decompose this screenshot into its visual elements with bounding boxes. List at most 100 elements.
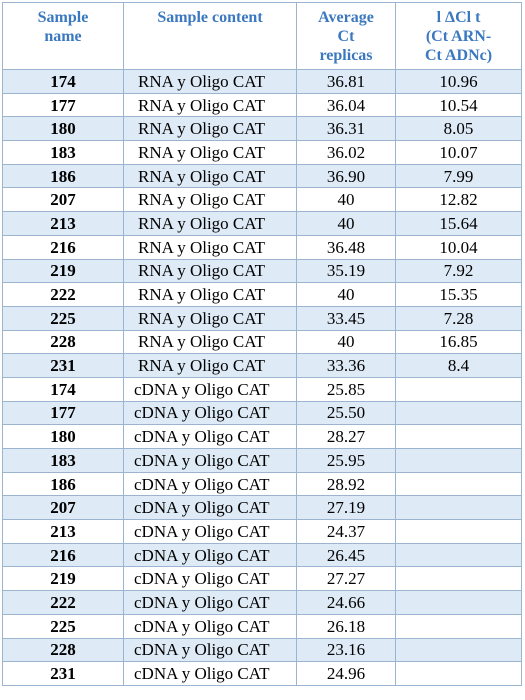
- header-delta-ct-line-3: Ct ADNc): [424, 47, 493, 64]
- table-row: 216 cDNA y Oligo CAT 26.45: [2, 542, 522, 568]
- average-ct-cell: 36.48: [296, 234, 396, 260]
- delta-ct-cell: 10.54: [395, 92, 522, 118]
- average-ct-cell: 33.45: [296, 305, 396, 331]
- sample-content-cell: RNA y Oligo CAT: [123, 140, 297, 165]
- average-ct-cell: 26.45: [296, 542, 396, 568]
- sample-name-cell: 207: [2, 187, 124, 213]
- sample-content-cell: RNA y Oligo CAT: [123, 92, 297, 118]
- sample-name-cell: 186: [2, 163, 124, 189]
- sample-name-cell: 183: [2, 448, 124, 473]
- sample-content-cell: cDNA y Oligo CAT: [123, 661, 297, 686]
- header-average-ct-line-1: Average: [318, 9, 374, 26]
- sample-name-cell: 225: [2, 305, 124, 331]
- table-row: 213 RNA y Oligo CAT 40 15.64: [2, 211, 522, 236]
- sample-content-cell: RNA y Oligo CAT: [123, 163, 297, 189]
- table-row: 216 RNA y Oligo CAT 36.48 10.04: [2, 234, 522, 260]
- sample-name-cell: 222: [2, 590, 124, 615]
- sample-content-cell: cDNA y Oligo CAT: [123, 613, 297, 639]
- average-ct-cell: 40: [296, 187, 396, 213]
- table-body: 174 RNA y Oligo CAT 36.81 10.96 177 RNA y Oli…: [2, 69, 522, 686]
- sample-content-cell: RNA y Oligo CAT: [123, 69, 297, 94]
- sample-name-cell: 213: [2, 519, 124, 544]
- sample-name-cell: 228: [2, 329, 124, 355]
- sample-name-cell: 216: [2, 234, 124, 260]
- sample-name-cell: 231: [2, 353, 124, 378]
- sample-content-cell: cDNA y Oligo CAT: [123, 590, 297, 615]
- delta-ct-cell: 8.05: [395, 116, 522, 142]
- table-row: 186 RNA y Oligo CAT 36.90 7.99: [2, 163, 522, 189]
- header-sample-content: Sample content: [123, 2, 297, 70]
- table-row: 228 cDNA y Oligo CAT 23.16: [2, 637, 522, 663]
- delta-ct-cell: [395, 542, 522, 568]
- average-ct-cell: 27.27: [296, 566, 396, 592]
- sample-content-cell: cDNA y Oligo CAT: [123, 400, 297, 426]
- average-ct-cell: 36.04: [296, 92, 396, 118]
- sample-content-cell: RNA y Oligo CAT: [123, 282, 297, 307]
- delta-ct-cell: 10.07: [395, 140, 522, 165]
- delta-ct-cell: [395, 566, 522, 592]
- sample-content-cell: RNA y Oligo CAT: [123, 329, 297, 355]
- sample-name-cell: 177: [2, 400, 124, 426]
- average-ct-cell: 36.90: [296, 163, 396, 189]
- sample-content-cell: RNA y Oligo CAT: [123, 258, 297, 284]
- delta-ct-cell: 15.35: [395, 282, 522, 307]
- table-row: 222 cDNA y Oligo CAT 24.66: [2, 590, 522, 615]
- sample-content-cell: RNA y Oligo CAT: [123, 234, 297, 260]
- table-row: 174 cDNA y Oligo CAT 25.85: [2, 376, 522, 402]
- average-ct-cell: 24.37: [296, 519, 396, 544]
- sample-name-cell: 174: [2, 69, 124, 94]
- delta-ct-cell: [395, 448, 522, 473]
- sample-name-cell: 231: [2, 661, 124, 686]
- header-average-ct-line-3: replicas: [319, 47, 373, 64]
- table-row: 183 RNA y Oligo CAT 36.02 10.07: [2, 140, 522, 165]
- table-row: 174 RNA y Oligo CAT 36.81 10.96: [2, 69, 522, 94]
- average-ct-cell: 40: [296, 282, 396, 307]
- delta-ct-cell: [395, 637, 522, 663]
- sample-content-cell: cDNA y Oligo CAT: [123, 376, 297, 402]
- sample-name-cell: 180: [2, 116, 124, 142]
- average-ct-cell: 36.02: [296, 140, 396, 165]
- header-sample-name-line-1: Sample: [37, 9, 89, 26]
- table-row: 183 cDNA y Oligo CAT 25.95: [2, 448, 522, 473]
- average-ct-cell: 25.85: [296, 376, 396, 402]
- average-ct-cell: 23.16: [296, 637, 396, 663]
- sample-content-cell: cDNA y Oligo CAT: [123, 542, 297, 568]
- delta-ct-cell: [395, 424, 522, 449]
- average-ct-cell: 24.66: [296, 590, 396, 615]
- header-delta-ct-line-2: (Ct ARN-: [425, 28, 492, 45]
- delta-ct-cell: 12.82: [395, 187, 522, 213]
- average-ct-cell: 33.36: [296, 353, 396, 378]
- sample-name-cell: 219: [2, 258, 124, 284]
- table-header: Sample name Sample content Average Ct re…: [2, 2, 522, 70]
- average-ct-cell: 35.19: [296, 258, 396, 284]
- delta-ct-cell: 10.04: [395, 234, 522, 260]
- table-container: Sample name Sample content Average Ct re…: [2, 2, 522, 686]
- sample-content-cell: RNA y Oligo CAT: [123, 305, 297, 331]
- header-average-ct: Average Ct replicas: [296, 2, 396, 70]
- table-row: 207 RNA y Oligo CAT 40 12.82: [2, 187, 522, 213]
- ct-results-table: Sample name Sample content Average Ct re…: [2, 2, 522, 686]
- average-ct-cell: 36.81: [296, 69, 396, 94]
- sample-name-cell: 183: [2, 140, 124, 165]
- sample-content-cell: RNA y Oligo CAT: [123, 353, 297, 378]
- delta-ct-cell: [395, 495, 522, 521]
- delta-ct-cell: [395, 590, 522, 615]
- sample-name-cell: 180: [2, 424, 124, 449]
- average-ct-cell: 28.27: [296, 424, 396, 449]
- sample-name-cell: 219: [2, 566, 124, 592]
- delta-ct-cell: 7.99: [395, 163, 522, 189]
- delta-ct-cell: [395, 400, 522, 426]
- delta-ct-cell: 10.96: [395, 69, 522, 94]
- table-row: 219 cDNA y Oligo CAT 27.27: [2, 566, 522, 592]
- delta-ct-cell: [395, 519, 522, 544]
- delta-ct-cell: 16.85: [395, 329, 522, 355]
- table-row: 231 RNA y Oligo CAT 33.36 8.4: [2, 353, 522, 378]
- sample-content-cell: cDNA y Oligo CAT: [123, 519, 297, 544]
- delta-ct-cell: [395, 613, 522, 639]
- table-row: 219 RNA y Oligo CAT 35.19 7.92: [2, 258, 522, 284]
- average-ct-cell: 26.18: [296, 613, 396, 639]
- table-row: 180 RNA y Oligo CAT 36.31 8.05: [2, 116, 522, 142]
- sample-name-cell: 213: [2, 211, 124, 236]
- header-sample-content-label: Sample content: [157, 9, 263, 26]
- header-sample-name: Sample name: [2, 2, 124, 70]
